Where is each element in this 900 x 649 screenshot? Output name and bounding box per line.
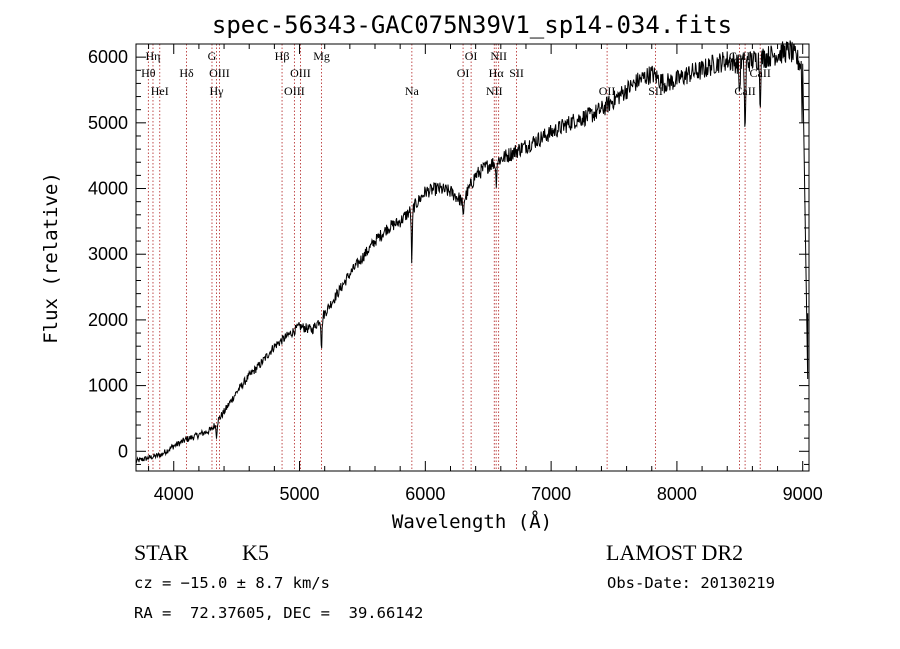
object-class: STAR [134,540,189,565]
y-tick-label: 3000 [88,244,128,264]
y-tick-label: 5000 [88,113,128,133]
spectral-line-label: OIII [290,66,311,80]
coordinates: RA = 72.37605, DEC = 39.66142 [134,604,424,622]
spectral-line-label: SII [509,66,524,80]
x-tick-label: 7000 [531,484,571,504]
spectral-line-label: OII [599,84,616,98]
spectral-line-label: OIII [284,84,305,98]
spectral-line-label: Hθ [141,66,156,80]
spectral-line-label: CaII [750,66,771,80]
spectral-line-label: Hγ [210,84,225,98]
spectral-line-label: NII [490,49,507,63]
x-tick-label: 5000 [280,484,320,504]
object-subclass: K5 [242,540,269,565]
survey-name: LAMOST DR2 [606,540,744,565]
spectral-line-label: CaII [734,84,755,98]
spectral-line-label: Mg [313,49,330,63]
spectral-line-label: OI [457,66,470,80]
spectral-line-label: Hη [146,49,161,63]
observation-date: Obs-Date: 20130219 [607,574,775,592]
spectral-line-label: HeI [151,84,169,98]
y-axis-label: Flux (relative) [40,172,62,344]
x-tick-label: 9000 [783,484,823,504]
y-tick-label: 2000 [88,310,128,330]
x-tick-label: 8000 [657,484,697,504]
spectral-line-label: Na [405,84,420,98]
redshift-value: cz = −15.0 ± 8.7 km/s [134,574,330,592]
y-tick-label: 4000 [88,179,128,199]
x-axis-label: Wavelength (Å) [392,510,552,533]
x-tick-label: 4000 [154,484,194,504]
y-tick-label: 1000 [88,376,128,396]
y-tick-label: 6000 [88,47,128,67]
spectral-line-label: Hβ [275,49,290,63]
spectral-line-label: Hδ [179,66,194,80]
spectral-line-label: NII [486,84,503,98]
spectral-line-label: Hα [489,66,505,80]
spectrum-series-line [135,40,809,464]
axis-ticks: 4000 5000 6000 7000 8000 9000 0 1000 2000 3000 400… [88,43,823,504]
y-tick-label: 0 [118,441,128,461]
spectral-line-markers [147,44,761,471]
spectral-line-label: OI [465,49,478,63]
spectral-line-label: G [208,49,217,63]
spectral-line-label: OIII [209,66,230,80]
chart-title: spec-56343-GAC075N39V1_sp14-034.fits [212,11,732,39]
plot-frame [135,43,810,472]
x-tick-label: 6000 [405,484,445,504]
